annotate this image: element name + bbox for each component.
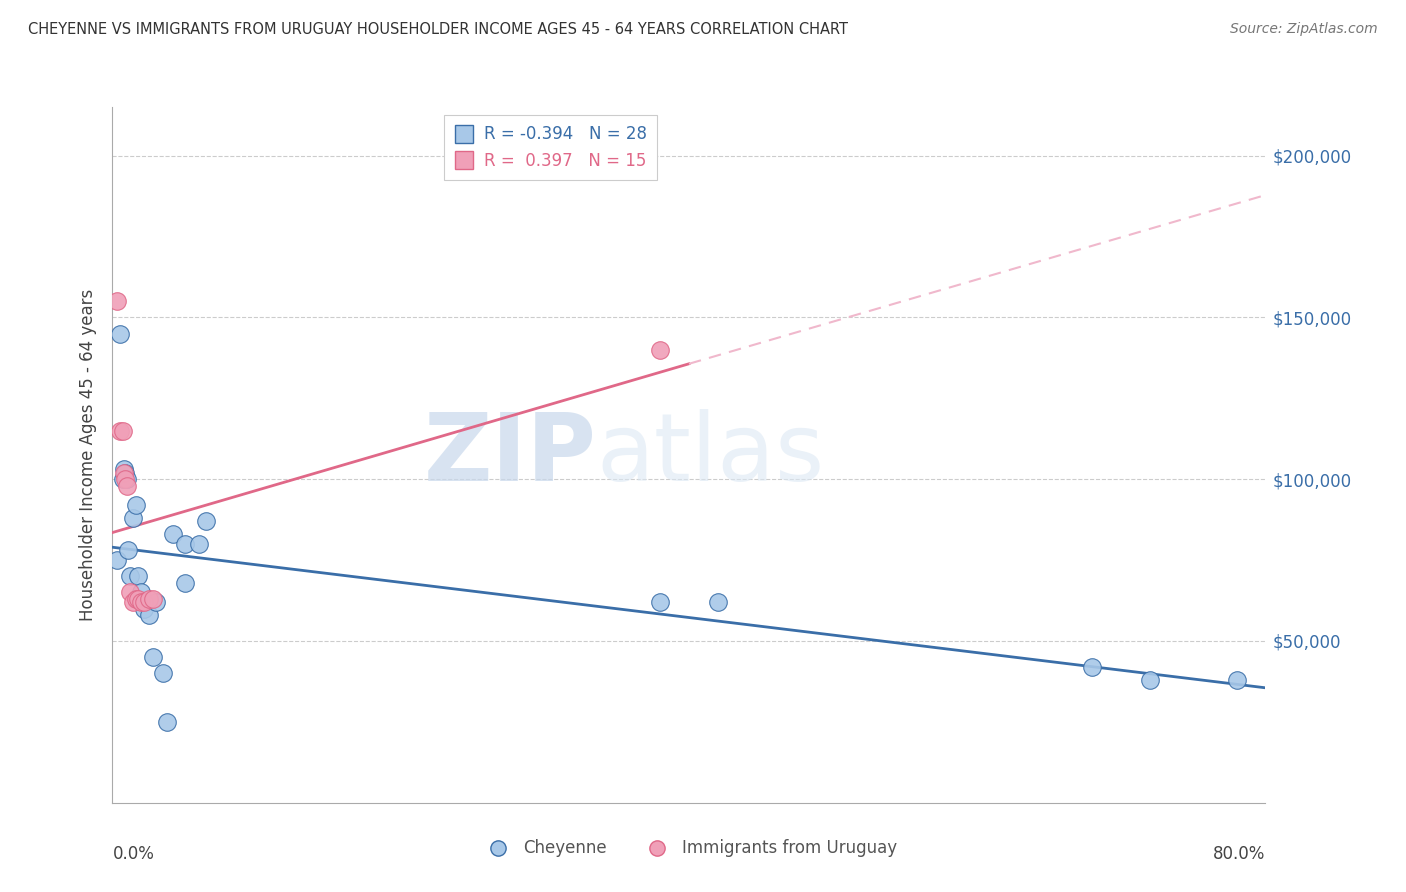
Point [115, 478, 138, 492]
Point [111, 424, 134, 438]
Point [118, 585, 141, 599]
Point [648, 343, 672, 357]
Point [127, 591, 149, 606]
Text: 0.0%: 0.0% [112, 845, 155, 863]
Point [138, 608, 160, 623]
Point [142, 650, 165, 665]
Point [111, 472, 134, 486]
Text: CHEYENNE VS IMMIGRANTS FROM URUGUAY HOUSEHOLDER INCOME AGES 45 - 64 YEARS CORREL: CHEYENNE VS IMMIGRANTS FROM URUGUAY HOUS… [28, 22, 848, 37]
Point [648, 595, 672, 609]
Point [173, 537, 195, 551]
Point [124, 591, 146, 606]
Point [145, 595, 167, 609]
Text: 80.0%: 80.0% [1213, 845, 1265, 863]
Point [138, 591, 160, 606]
Text: ZIP: ZIP [423, 409, 596, 501]
Point [1139, 673, 1161, 687]
Y-axis label: Householder Income Ages 45 - 64 years: Householder Income Ages 45 - 64 years [79, 289, 97, 621]
Point [105, 553, 128, 567]
Point [121, 595, 143, 609]
Text: Source: ZipAtlas.com: Source: ZipAtlas.com [1230, 22, 1378, 37]
Point [195, 514, 218, 528]
Point [112, 462, 135, 476]
Point [142, 591, 165, 606]
Point [152, 666, 174, 681]
Point [1081, 660, 1104, 674]
Point [108, 424, 131, 438]
Point [114, 472, 136, 486]
Point [134, 601, 156, 615]
Point [115, 472, 138, 486]
Point [1226, 673, 1249, 687]
Point [156, 714, 179, 729]
Point [134, 595, 156, 609]
Point [129, 595, 153, 609]
Point [124, 498, 146, 512]
Point [127, 569, 149, 583]
Point [117, 543, 139, 558]
Point [188, 537, 211, 551]
Point [118, 569, 141, 583]
Point [706, 595, 728, 609]
Point [129, 585, 153, 599]
Point [173, 575, 195, 590]
Point [114, 466, 136, 480]
Point [105, 294, 128, 309]
Legend: Cheyenne, Immigrants from Uruguay: Cheyenne, Immigrants from Uruguay [475, 833, 903, 864]
Point [108, 326, 131, 341]
Point [162, 527, 184, 541]
Point [121, 511, 143, 525]
Point [112, 466, 135, 480]
Text: atlas: atlas [596, 409, 825, 501]
